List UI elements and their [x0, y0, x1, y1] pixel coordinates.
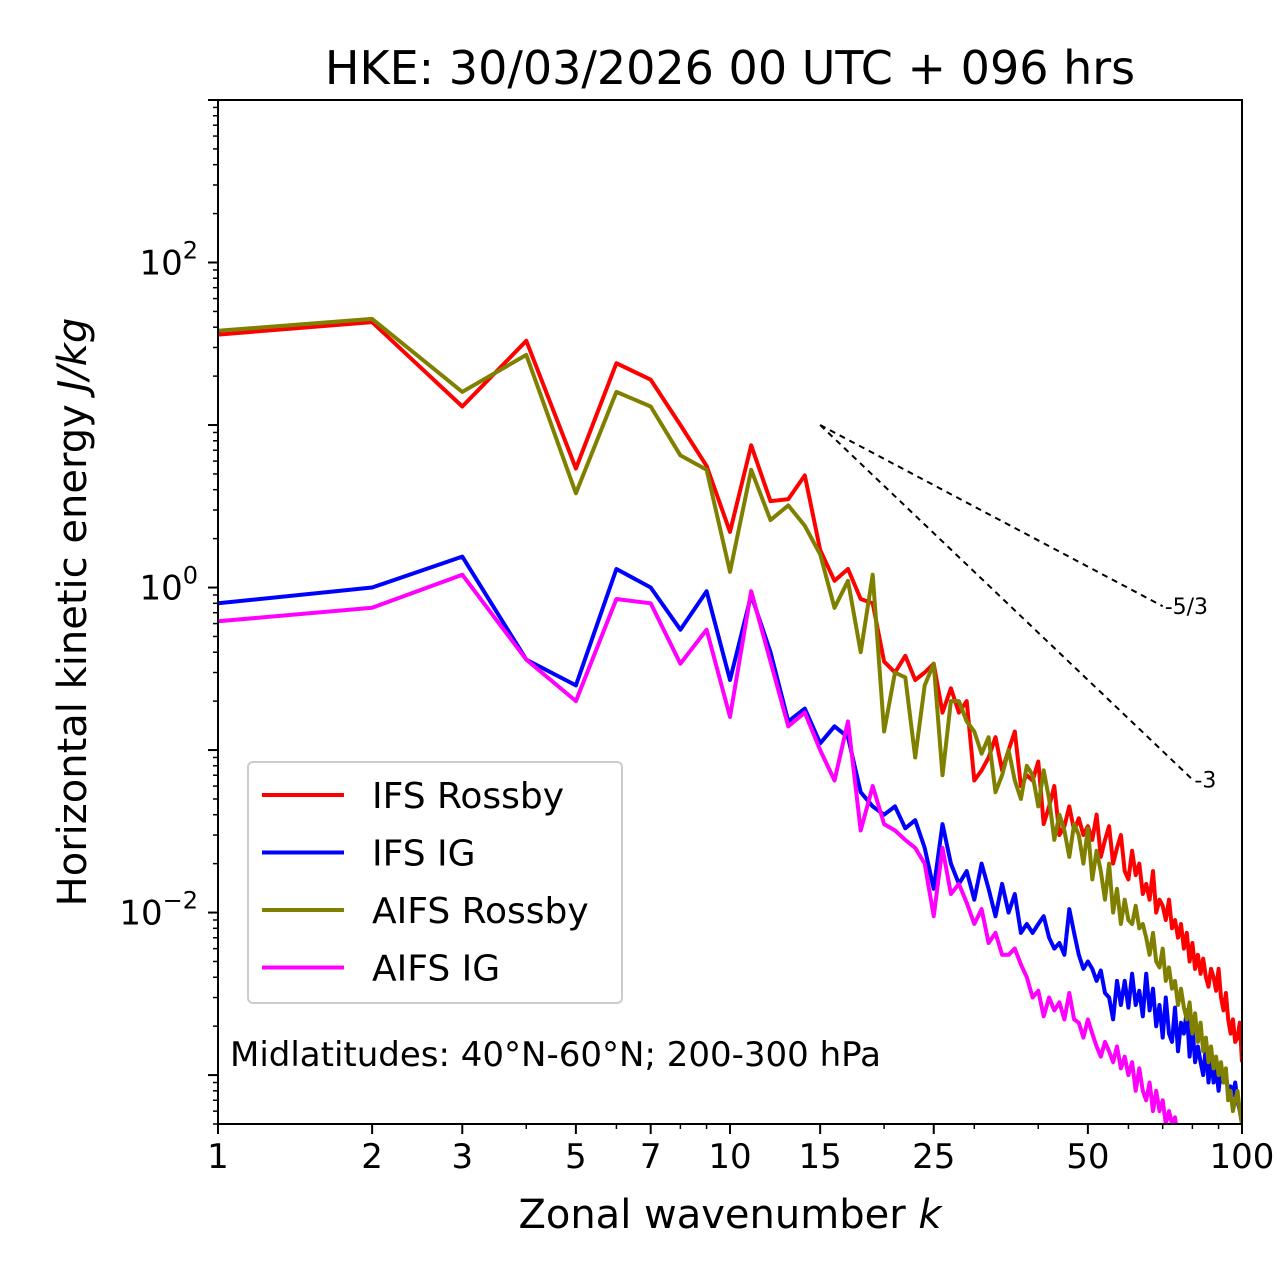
y-axis-label-unit: J/kg — [50, 318, 96, 399]
y-tick-exponent: −2 — [163, 887, 198, 915]
x-tick-label: 7 — [640, 1137, 662, 1177]
legend-label: AIFS Rossby — [372, 891, 589, 932]
reference-line — [819, 424, 1164, 608]
x-axis-label: Zonal wavenumber k — [518, 1192, 943, 1238]
region-annotation: Midlatitudes: 40°N-60°N; 200-300 hPa — [230, 1035, 881, 1075]
chart-title: HKE: 30/03/2026 00 UTC + 096 hrs — [325, 41, 1135, 95]
x-tick-label: 100 — [1210, 1137, 1275, 1177]
reference-line — [819, 424, 1194, 781]
y-tick-base: 10 — [119, 894, 162, 934]
x-axis-label-var: k — [918, 1192, 943, 1238]
x-tick-label: 1 — [207, 1137, 229, 1177]
x-tick-label: 15 — [799, 1137, 842, 1177]
y-tick-label: 102 — [139, 237, 198, 284]
legend-box — [247, 761, 623, 1004]
y-axis-label: Horizontal kinetic energy J/kg — [50, 318, 96, 907]
x-tick-label: 3 — [451, 1137, 473, 1177]
reference-slope-lines: -5/3 -3 — [819, 424, 1216, 793]
x-tick-label: 25 — [912, 1137, 955, 1177]
y-tick-label: 100 — [139, 562, 198, 609]
y-tick-base: 10 — [139, 244, 182, 284]
x-tick-label: 10 — [708, 1137, 751, 1177]
x-tick-label: 2 — [361, 1137, 383, 1177]
y-tick-exponent: 2 — [183, 237, 198, 265]
series-line-aifs-rossby — [218, 316, 1242, 1124]
legend-label: AIFS IG — [372, 949, 500, 990]
y-axis-label-text: Horizontal kinetic energy — [50, 404, 96, 906]
x-tick-label: 5 — [565, 1137, 587, 1177]
x-tick-label: 50 — [1066, 1137, 1109, 1177]
plot-frame — [217, 99, 1243, 1125]
reference-line-label: -3 — [1194, 768, 1216, 793]
legend-label: IFS IG — [372, 834, 476, 875]
legend: IFS Rossby IFS IG AIFS Rossby AIFS IG — [247, 761, 623, 1004]
y-tick-exponent: 0 — [183, 562, 198, 590]
y-tick-base: 10 — [139, 569, 182, 609]
series-lines — [218, 316, 1242, 1124]
x-axis-label-text: Zonal wavenumber — [518, 1192, 906, 1238]
reference-line-label: -5/3 — [1165, 595, 1208, 620]
y-tick-label: 10−2 — [119, 887, 198, 934]
legend-label: IFS Rossby — [372, 776, 564, 817]
series-line-aifs-ig — [218, 572, 1178, 1124]
